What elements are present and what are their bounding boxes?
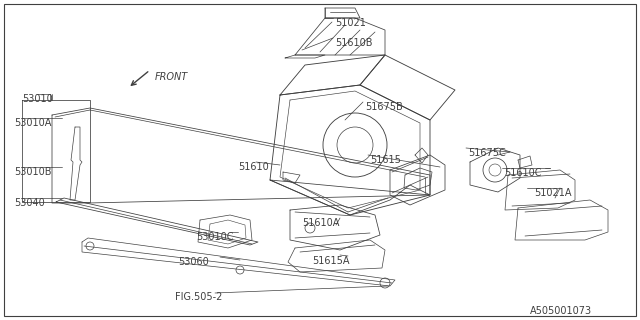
Text: 53010A: 53010A <box>14 118 51 128</box>
Text: 51610C: 51610C <box>504 168 541 178</box>
Text: 53010C: 53010C <box>196 232 234 242</box>
Text: 51610: 51610 <box>238 162 269 172</box>
Text: 51021: 51021 <box>335 18 366 28</box>
Text: 51610B: 51610B <box>335 38 372 48</box>
Text: 51615: 51615 <box>370 155 401 165</box>
Text: 53010: 53010 <box>22 94 52 104</box>
Text: FIG.505-2: FIG.505-2 <box>175 292 222 302</box>
Text: 53040: 53040 <box>14 198 45 208</box>
Text: 51021A: 51021A <box>534 188 572 198</box>
Text: 51615A: 51615A <box>312 256 349 266</box>
Text: 51675C: 51675C <box>468 148 506 158</box>
Text: FRONT: FRONT <box>155 72 188 82</box>
Text: 53010B: 53010B <box>14 167 51 177</box>
Text: A505001073: A505001073 <box>530 306 592 316</box>
Text: 51675B: 51675B <box>365 102 403 112</box>
Text: 51610A: 51610A <box>302 218 339 228</box>
Text: 53060: 53060 <box>178 257 209 267</box>
